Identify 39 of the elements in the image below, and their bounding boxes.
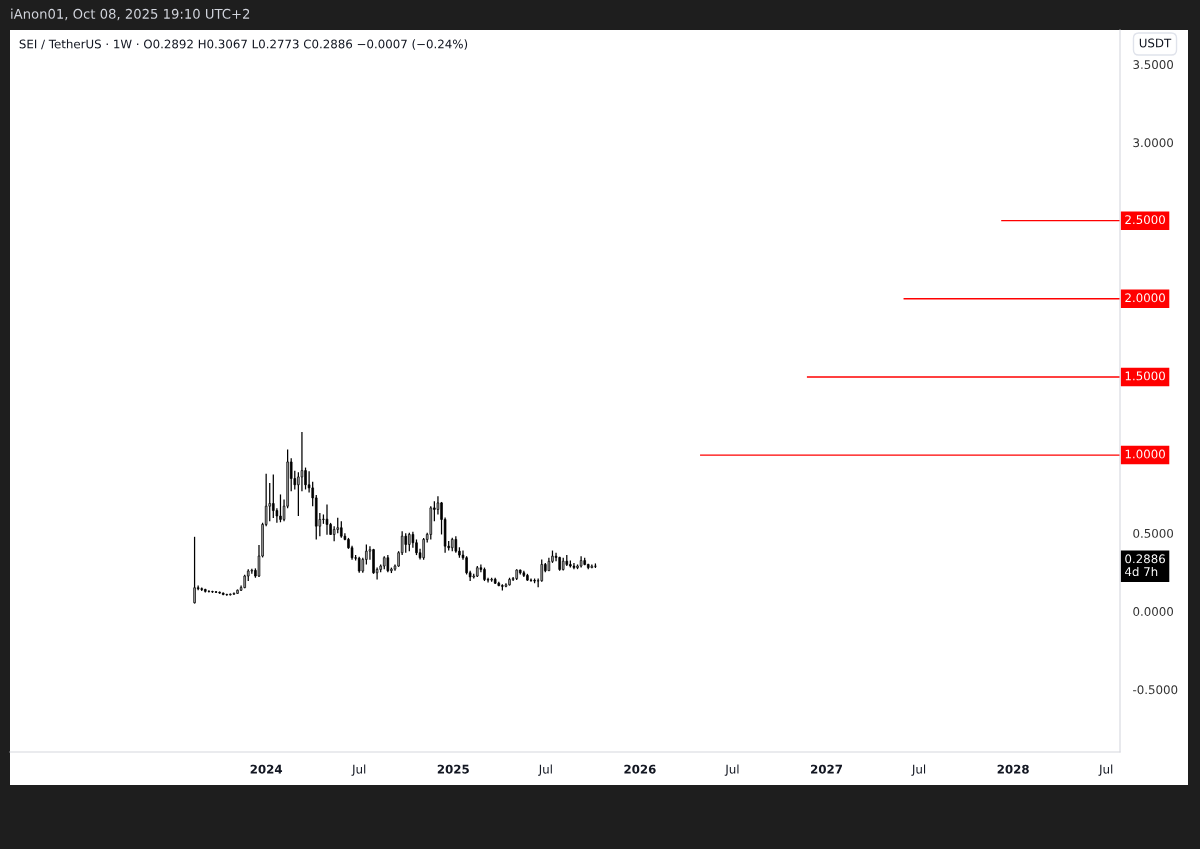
x-tick-label: 2027 <box>811 764 843 774</box>
x-tick-label: Jul <box>724 764 739 776</box>
x-tick-label: Jul <box>1098 764 1113 776</box>
data-label: 2.0000 <box>1125 293 1165 303</box>
x-tick-label: 2024 <box>250 764 283 774</box>
candlestick <box>594 562 597 569</box>
y-tick-label: 3.0000 <box>1133 138 1174 148</box>
candlestick <box>372 548 375 575</box>
data-label: 2.5000 <box>1125 215 1165 225</box>
candlestick <box>508 577 511 587</box>
candlestick <box>533 577 536 584</box>
candlestick <box>272 473 275 519</box>
x-tick-label: Jul <box>538 764 552 776</box>
candlestick <box>526 573 529 582</box>
candlestick <box>193 536 196 605</box>
candlestick <box>322 513 325 525</box>
data-label: 1.0000 <box>1125 449 1165 459</box>
text: SEI / TetherUS · 1W · O0.2892 H0.3067 L0.2773 C0.2886 −0.0007 (−0.24%) <box>19 39 468 50</box>
candlestick <box>483 566 486 582</box>
y-axis-title: USDT <box>1139 38 1172 48</box>
candlestick <box>236 588 239 595</box>
data-label: 1.5000 <box>1125 371 1165 381</box>
x-tick-label: 2026 <box>624 764 656 774</box>
candlestick <box>325 503 329 536</box>
text: iAnon01, Oct 08, 2025 19:10 UTC+2 <box>11 8 250 21</box>
y-tick-label: -0.5000 <box>1133 685 1178 695</box>
x-tick-label: 2025 <box>437 764 469 774</box>
candlestick <box>211 590 214 594</box>
candlestick <box>404 532 408 554</box>
candlestick <box>408 532 411 552</box>
text: 0.2886 4d 7h <box>1125 554 1165 577</box>
x-tick-label: Jul <box>911 764 926 776</box>
candlestick <box>279 493 282 523</box>
x-tick-label: 2028 <box>997 764 1029 774</box>
candlestick <box>422 537 425 561</box>
y-tick-label: 0.0000 <box>1133 607 1174 616</box>
y-tick-label: 0.5000 <box>1133 528 1174 538</box>
y-tick-label: 3.5000 <box>1133 60 1174 70</box>
x-tick-label: Jul <box>351 764 366 776</box>
